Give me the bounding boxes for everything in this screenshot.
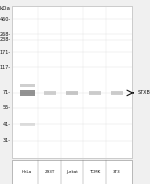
Text: kDa: kDa	[0, 6, 11, 11]
Bar	[88, 91, 101, 95]
Text: STXBP1: STXBP1	[138, 90, 150, 95]
Bar	[66, 91, 78, 95]
Text: 293T: 293T	[44, 170, 55, 174]
Bar	[12, 160, 132, 184]
Bar	[12, 6, 132, 158]
Bar	[20, 90, 34, 96]
Text: 268-: 268-	[0, 31, 11, 37]
Text: 55-: 55-	[3, 105, 11, 110]
Text: 117-: 117-	[0, 65, 11, 70]
Bar	[20, 84, 34, 87]
Text: HeLa: HeLa	[22, 170, 32, 174]
Text: 41-: 41-	[3, 122, 11, 127]
Text: 460-: 460-	[0, 17, 11, 22]
Text: 238-: 238-	[0, 37, 11, 42]
Bar	[111, 91, 123, 95]
Text: TCMK: TCMK	[89, 170, 100, 174]
Text: 71-: 71-	[3, 90, 11, 95]
Text: 171-: 171-	[0, 50, 11, 55]
Text: 3T3: 3T3	[113, 170, 121, 174]
Bar	[44, 91, 56, 95]
Text: Jurkat: Jurkat	[66, 170, 78, 174]
Bar	[20, 123, 34, 126]
Text: 31-: 31-	[3, 138, 11, 143]
